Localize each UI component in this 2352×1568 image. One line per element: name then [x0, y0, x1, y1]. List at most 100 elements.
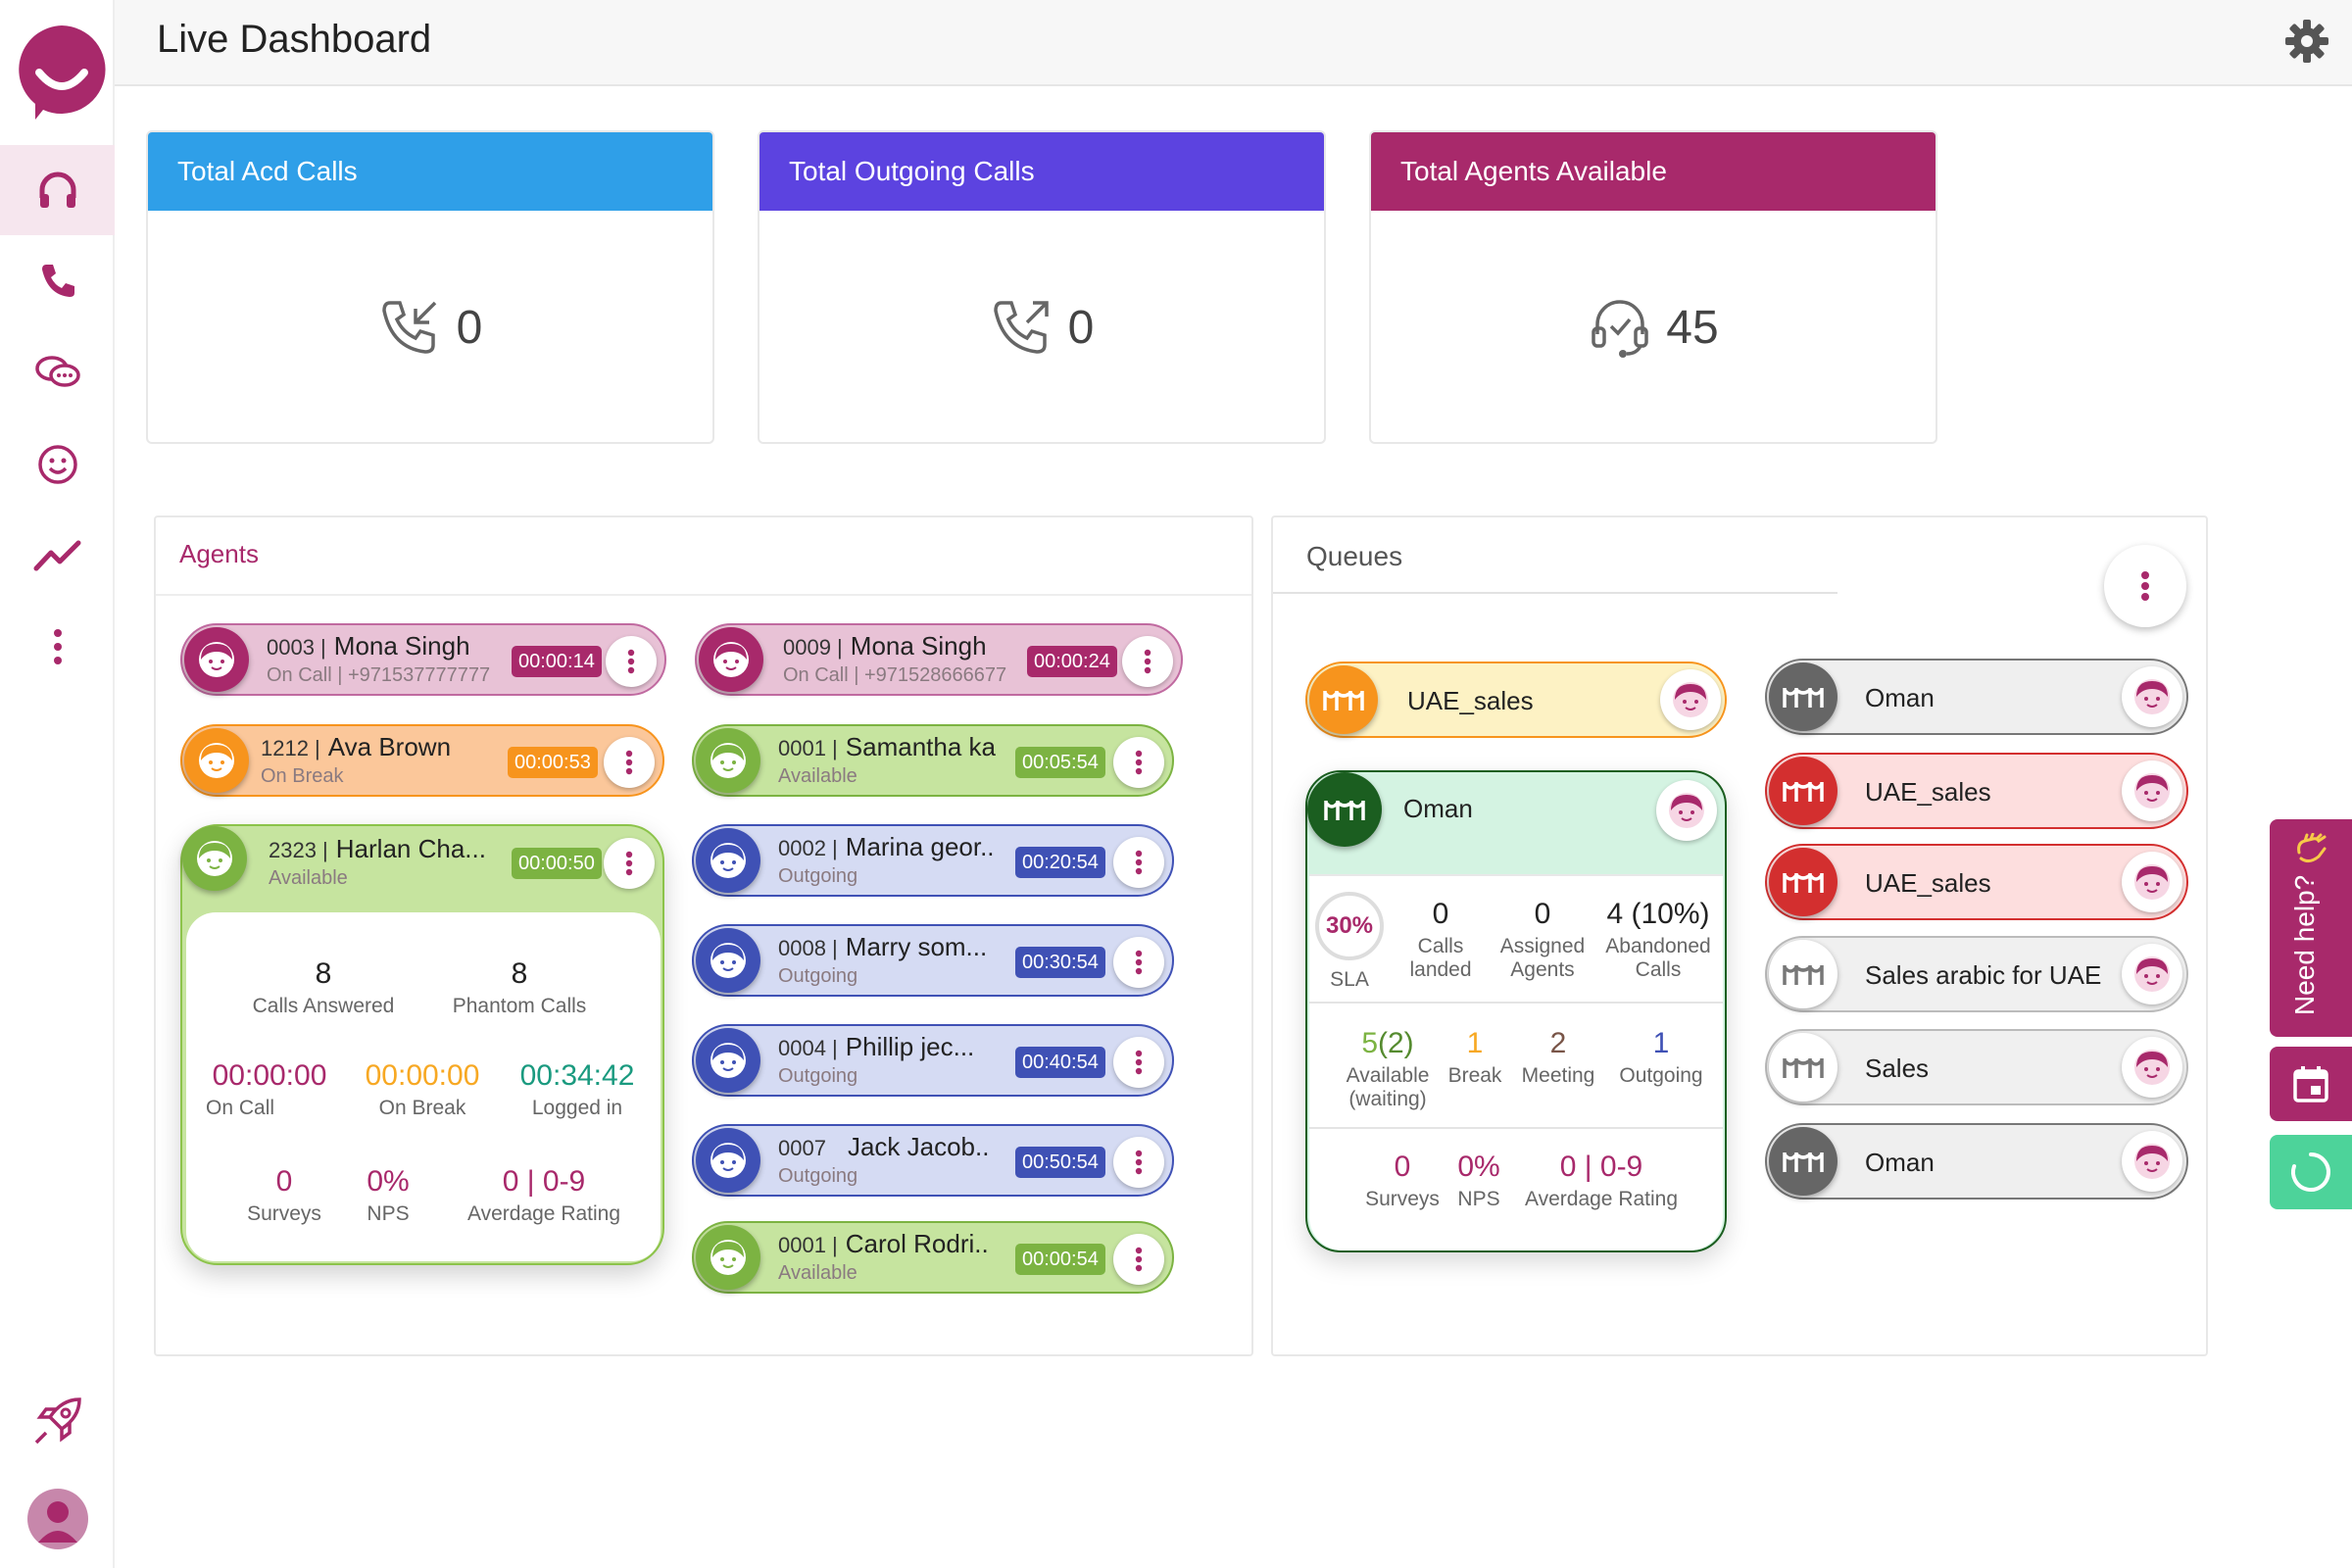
agent-card[interactable]: 0007 Jack Jacob.. Outgoing 00:50:54 [692, 1124, 1174, 1197]
agent-card[interactable]: 0001 | Samantha ka Available 00:05:54 [692, 724, 1174, 797]
avatar [26, 1489, 88, 1549]
queue-detail-card: 30% SLA 0 Calls landed 0 Assigned Agents 4… [1309, 874, 1723, 1250]
agent-menu-button[interactable] [1113, 737, 1164, 788]
queue-agent-icon[interactable] [2122, 852, 2182, 912]
queue-icon [1769, 940, 1838, 1008]
loading-icon [2290, 1152, 2330, 1192]
stat-value: 0 [1067, 301, 1095, 354]
agent-menu-button[interactable] [604, 838, 655, 889]
logged-in-value: 00:34:42 [519, 1059, 635, 1092]
need-help-button[interactable]: Need help? [2270, 819, 2352, 1037]
sla-label: SLA [1330, 968, 1369, 991]
sidebar-item-smile[interactable] [0, 419, 115, 510]
phantom-calls-value: 8 [511, 957, 528, 990]
agent-card[interactable]: 0001 | Carol Rodri.. Available 00:00:54 [692, 1221, 1174, 1294]
more-icon [625, 851, 633, 876]
agent-timer: 00:00:50 [512, 848, 602, 879]
agent-menu-button[interactable] [606, 636, 657, 687]
agent-name: Mona Singh [850, 631, 987, 661]
queue-name: Oman [1865, 683, 1935, 712]
available-value: 5 [1361, 1027, 1378, 1059]
agent-id: 0009 | [783, 635, 843, 660]
queue-agent-icon[interactable] [2122, 944, 2182, 1004]
waiting-value: (2) [1378, 1027, 1414, 1059]
outgoing-value: 1 [1652, 1027, 1670, 1059]
agent-menu-button[interactable] [604, 737, 655, 788]
agent-status: Outgoing [778, 1065, 858, 1087]
agent-status: Outgoing [778, 865, 858, 887]
queue-card[interactable]: UAE_sales [1765, 844, 2188, 920]
settings-button[interactable] [2283, 18, 2330, 70]
queue-agent-icon[interactable] [1660, 669, 1721, 730]
queue-card[interactable]: Sales arabic for UAE [1765, 936, 2188, 1012]
sidebar-item-analytics[interactable] [0, 510, 115, 600]
rocket-button[interactable] [0, 1376, 115, 1466]
queue-name: UAE_sales [1865, 868, 1991, 898]
queue-agent-icon[interactable] [1656, 780, 1717, 841]
queues-menu-button[interactable] [2104, 545, 2186, 627]
agent-status: On Call | +971537777777 [267, 664, 491, 686]
outgoing-call-icon [993, 301, 1049, 354]
queue-card-expanded[interactable]: Oman 30% SLA 0 Calls landed 0 Assigned Age… [1305, 770, 1727, 1252]
queue-rating-label: Averdage Rating [1524, 1188, 1679, 1210]
queue-agent-icon[interactable] [2122, 1037, 2182, 1098]
stat-title: Total Agents Available [1371, 132, 1936, 211]
refresh-button[interactable] [2270, 1135, 2352, 1209]
agent-headset-icon [1592, 300, 1649, 358]
queue-icon [1309, 665, 1378, 734]
sla-value: 30% [1315, 892, 1384, 960]
user-avatar[interactable] [0, 1474, 115, 1564]
sidebar-item-headset[interactable] [0, 145, 115, 235]
agent-id: 0002 | [778, 836, 838, 860]
agent-card-expanded[interactable]: 2323 | Harlan Cha... Available 00:00:50 8 C… [180, 824, 664, 1265]
queue-agent-icon[interactable] [2122, 1131, 2182, 1192]
logged-in-label: Logged in [531, 1097, 623, 1119]
queue-agent-icon[interactable] [2122, 760, 2182, 821]
agent-name: Harlan Cha... [335, 834, 486, 863]
more-icon [1135, 1150, 1143, 1175]
queue-card[interactable]: Oman [1765, 1123, 2188, 1200]
agent-id: 1212 | [261, 736, 320, 760]
abandoned-calls-label: Abandoned Calls [1605, 935, 1711, 981]
agent-card[interactable]: 0002 | Marina geor.. Outgoing 00:20:54 [692, 824, 1174, 897]
on-break-value: 00:00:00 [365, 1059, 480, 1092]
agent-card[interactable]: 0008 | Marry som... Outgoing 00:30:54 [692, 924, 1174, 997]
rocket-icon [34, 1397, 81, 1445]
queue-name: Oman [1403, 794, 1473, 823]
queue-card[interactable]: UAE_sales [1305, 662, 1727, 738]
agent-card[interactable]: 0009 | Mona Singh On Call | +971528666677 … [695, 623, 1183, 696]
smile-icon [37, 445, 77, 484]
agent-name: Jack Jacob.. [847, 1132, 990, 1161]
queue-card[interactable]: UAE_sales [1765, 753, 2188, 829]
agent-menu-button[interactable] [1113, 1234, 1164, 1285]
queue-card[interactable]: Oman [1765, 659, 2188, 735]
agent-card[interactable]: 0004 | Phillip jec... Outgoing 00:40:54 [692, 1024, 1174, 1097]
agent-menu-button[interactable] [1122, 636, 1173, 687]
meeting-label: Meeting [1521, 1064, 1595, 1087]
sidebar-item-chat[interactable] [0, 327, 115, 417]
agent-menu-button[interactable] [1113, 937, 1164, 988]
hand-icon [2297, 833, 2327, 863]
agent-timer: 00:00:24 [1027, 646, 1117, 677]
queue-agent-icon[interactable] [2122, 666, 2182, 727]
agent-menu-button[interactable] [1113, 837, 1164, 888]
agent-id: 0004 | [778, 1036, 838, 1060]
agent-avatar-icon [696, 1225, 760, 1290]
queue-icon [1769, 1127, 1838, 1196]
agent-card[interactable]: 0003 | Mona Singh On Call | +971537777777 … [180, 623, 666, 696]
agent-status: Outgoing [778, 1165, 858, 1187]
agent-menu-button[interactable] [1113, 1137, 1164, 1188]
agent-card[interactable]: 1212 | Ava Brown On Break 00:00:53 [180, 724, 664, 797]
queue-card[interactable]: Sales [1765, 1029, 2188, 1105]
sidebar-item-more[interactable] [0, 602, 115, 692]
agent-name: Mona Singh [333, 631, 470, 661]
headset-icon [39, 172, 75, 208]
calendar-button[interactable] [2270, 1047, 2352, 1121]
assigned-agents-label: Assigned Agents [1499, 935, 1586, 981]
agent-menu-button[interactable] [1113, 1037, 1164, 1088]
calls-landed-value: 0 [1432, 898, 1449, 930]
agents-panel-title: Agents [179, 539, 259, 568]
agent-id: 2323 | [269, 838, 328, 862]
sidebar-item-phone[interactable] [0, 235, 115, 325]
break-value: 1 [1466, 1027, 1484, 1059]
